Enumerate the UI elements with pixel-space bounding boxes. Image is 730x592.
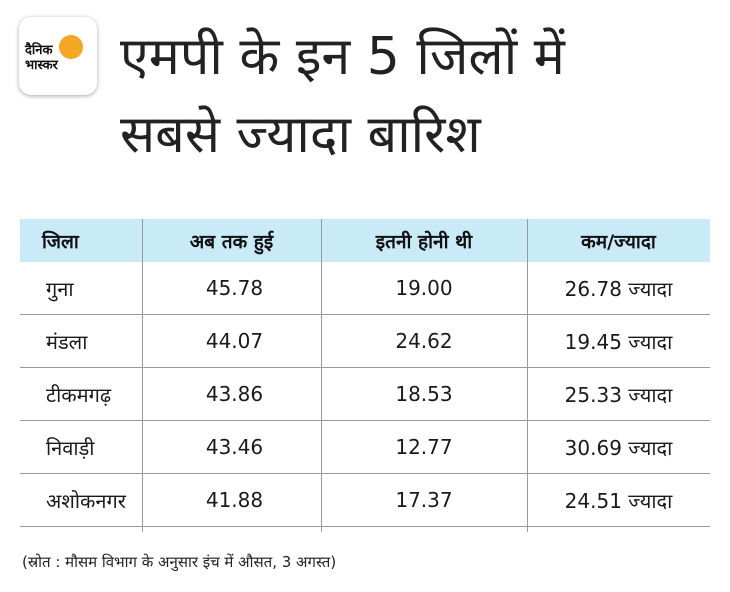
- rain-so-far-cell: 44.07: [205, 329, 264, 353]
- rain-so-far-cell: 43.46: [205, 435, 264, 459]
- table-row: अशोकनगर 41.88 17.37 24.51 ज्यादा: [20, 474, 710, 527]
- district-cell: मंडला: [46, 329, 88, 354]
- rain-so-far-cell: 43.86: [205, 382, 264, 406]
- logo-line-2: भास्कर: [25, 58, 58, 73]
- rain-so-far-cell: 41.88: [205, 488, 264, 512]
- district-cell: निवाड़ी: [46, 435, 95, 460]
- expected-cell: 12.77: [395, 435, 453, 459]
- page-title: एमपी के इन 5 जिलों में सबसे ज्यादा बारिश: [120, 18, 720, 174]
- expected-cell: 19.00: [395, 276, 453, 300]
- col-header-district: जिला: [42, 230, 79, 253]
- sun-icon: [59, 35, 83, 59]
- table-row: निवाड़ी 43.46 12.77 30.69 ज्यादा: [20, 421, 710, 474]
- column-divider: [527, 219, 528, 532]
- expected-cell: 18.53: [395, 382, 453, 406]
- district-cell: गुना: [46, 276, 74, 301]
- expected-cell: 24.62: [395, 329, 453, 353]
- district-cell: अशोकनगर: [46, 488, 126, 513]
- column-divider: [142, 219, 143, 532]
- difference-cell: 24.51 ज्यादा: [564, 488, 673, 513]
- rainfall-table: जिला अब तक हुई इतनी होनी थी कम/ज्यादा गु…: [20, 219, 710, 527]
- title-line-1: एमपी के इन 5 जिलों में: [120, 27, 565, 87]
- difference-cell: 30.69 ज्यादा: [564, 435, 673, 460]
- source-note: (स्रोत : मौसम विभाग के अनुसार इंच में औस…: [22, 553, 337, 571]
- col-header-expected: इतनी होनी थी: [375, 230, 473, 253]
- col-header-rain-so-far: अब तक हुई: [189, 230, 274, 253]
- district-cell: टीकमगढ़: [46, 382, 112, 407]
- column-divider: [321, 219, 322, 532]
- logo-wordmark: दैनिक भास्कर: [25, 43, 91, 73]
- table-header: जिला अब तक हुई इतनी होनी थी कम/ज्यादा: [20, 219, 710, 262]
- table-row: मंडला 44.07 24.62 19.45 ज्यादा: [20, 315, 710, 368]
- expected-cell: 17.37: [395, 488, 453, 512]
- difference-cell: 19.45 ज्यादा: [564, 329, 673, 354]
- dainik-bhaskar-logo: दैनिक भास्कर: [19, 17, 97, 95]
- difference-cell: 25.33 ज्यादा: [564, 382, 673, 407]
- col-header-difference: कम/ज्यादा: [581, 230, 656, 253]
- table-row: गुना 45.78 19.00 26.78 ज्यादा: [20, 262, 710, 315]
- difference-cell: 26.78 ज्यादा: [564, 276, 673, 301]
- logo-line-1: दैनिक: [25, 43, 53, 58]
- title-line-2: सबसे ज्यादा बारिश: [120, 105, 481, 165]
- rain-so-far-cell: 45.78: [205, 276, 264, 300]
- table-row: टीकमगढ़ 43.86 18.53 25.33 ज्यादा: [20, 368, 710, 421]
